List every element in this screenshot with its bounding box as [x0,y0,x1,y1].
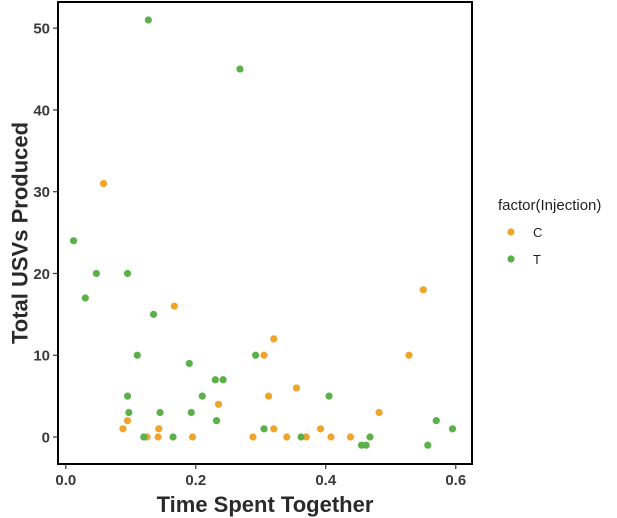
x-tick-label: 0.6 [445,472,466,489]
data-point [375,408,383,417]
data-point [188,433,197,441]
data-point [69,237,78,245]
data-point [149,310,158,318]
data-point [154,433,162,441]
data-point [424,441,432,449]
legend-key-T [507,255,515,263]
data-point [325,392,333,400]
data-point [133,351,141,359]
data-point [264,392,273,400]
data-point [327,433,335,441]
plot-area [69,16,457,449]
data-point [170,302,178,310]
legend: factor(Injection) CT [498,197,601,267]
y-tick-label: 50 [33,21,50,38]
data-point [214,400,223,408]
x-axis-title: Time Spent Together [157,492,374,517]
data-point [432,417,440,425]
data-point [292,384,301,392]
y-tick-label: 20 [33,266,50,283]
series-C [99,179,427,441]
data-point [187,408,195,417]
x-tick-label: 0.0 [55,472,76,489]
data-point [119,425,127,433]
data-point [155,425,163,433]
data-point [92,269,100,278]
data-point [211,376,219,384]
data-point [270,335,278,343]
y-tick-label: 10 [33,348,50,365]
data-point [125,408,133,417]
x-axis: 0.0 0.2 0.4 0.6 [55,464,466,489]
x-tick-label: 0.2 [185,472,206,489]
data-point [81,294,89,302]
data-point [212,417,221,425]
data-point [346,433,355,441]
data-point [123,417,132,425]
data-point [123,392,132,400]
data-point [185,359,193,368]
data-point [140,433,148,441]
data-point [405,351,413,359]
y-tick-label: 0 [42,430,50,447]
data-point [249,433,257,441]
legend-title: factor(Injection) [498,197,601,214]
y-tick-label: 30 [33,184,50,201]
data-point [260,351,268,359]
data-point [297,433,305,441]
data-point [270,425,278,433]
data-point [99,179,108,188]
data-point [419,286,427,294]
legend-key-C [507,228,515,236]
data-point [156,408,164,417]
legend-label: T [533,252,541,267]
data-point [144,16,152,24]
y-axis: 0 10 20 30 40 50 [33,21,58,447]
y-axis-title: Total USVs Produced [8,122,33,344]
plot-panel-border [57,1,473,465]
data-point [448,425,457,433]
data-point [236,65,244,73]
data-point [260,425,268,433]
data-point [362,441,370,449]
data-point [251,351,260,359]
data-point [198,392,206,400]
data-point [169,433,177,441]
data-point [302,433,310,441]
data-point [366,433,374,441]
x-tick-label: 0.4 [315,472,337,489]
data-point [316,425,325,433]
data-point [283,433,291,441]
series-T [69,16,457,449]
legend-label: C [533,225,542,240]
data-point [219,376,227,384]
data-point [123,269,132,278]
y-tick-label: 40 [33,102,50,119]
